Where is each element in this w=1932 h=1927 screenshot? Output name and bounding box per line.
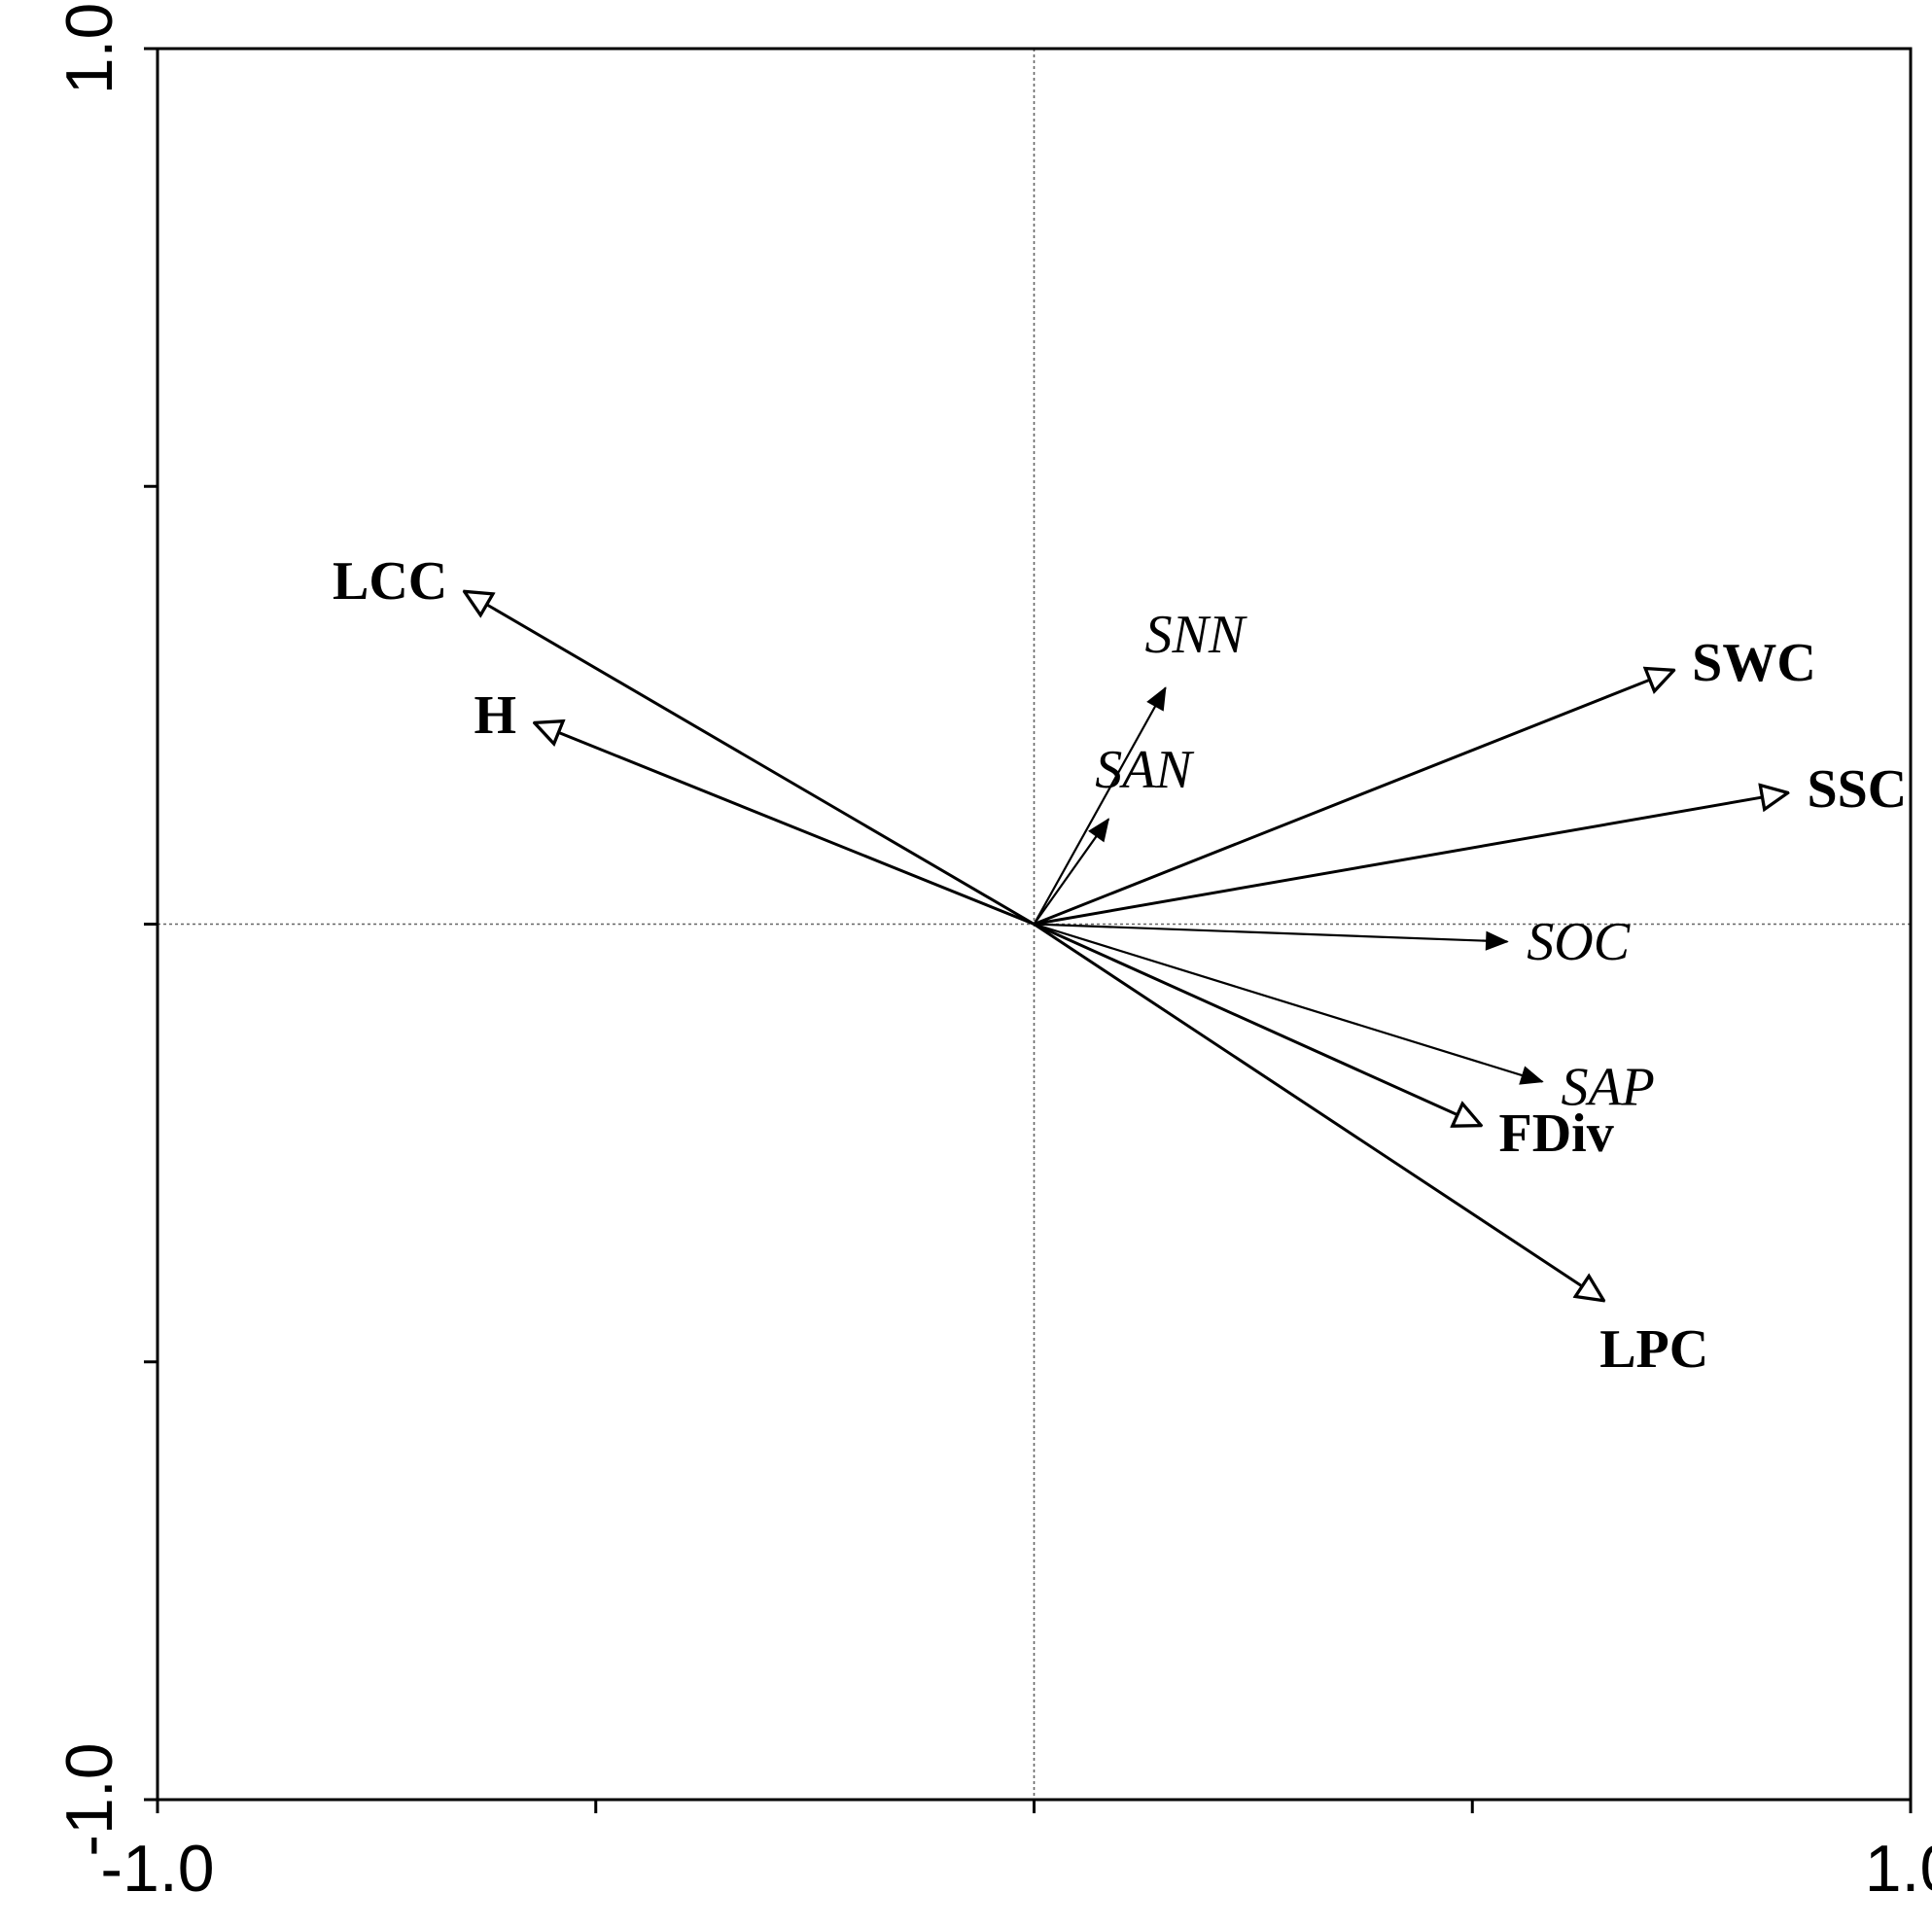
vector-lcc bbox=[465, 591, 1036, 926]
vector-lpc bbox=[1033, 923, 1604, 1301]
vector-label-soc: SOC bbox=[1527, 912, 1630, 972]
vector-ssc bbox=[1034, 792, 1788, 926]
y-tick-label: -1.0 bbox=[53, 1742, 126, 1856]
vector-snn bbox=[1033, 687, 1167, 926]
vector-fdiv bbox=[1033, 923, 1482, 1126]
vector-label-swc: SWC bbox=[1692, 633, 1816, 693]
vector-label-snn: SNN bbox=[1145, 605, 1247, 665]
vector-soc bbox=[1034, 923, 1508, 942]
vector-swc bbox=[1033, 670, 1674, 926]
vector-label-san: SAN bbox=[1095, 740, 1194, 800]
vector-label-lcc: LCC bbox=[333, 551, 447, 612]
vector-san bbox=[1033, 819, 1110, 926]
vector-label-lpc: LPC bbox=[1599, 1319, 1708, 1380]
vector-label-h: H bbox=[474, 685, 517, 746]
x-tick-label: -1.0 bbox=[100, 1832, 214, 1906]
vector-h bbox=[535, 722, 1036, 926]
y-tick-label: 1.0 bbox=[53, 3, 126, 95]
vector-label-fdiv: FDiv bbox=[1499, 1104, 1614, 1164]
vector-label-sap: SAP bbox=[1561, 1058, 1654, 1118]
vector-sap bbox=[1034, 923, 1543, 1082]
vector-label-ssc: SSC bbox=[1807, 759, 1907, 820]
x-tick-label: 1.0 bbox=[1865, 1832, 1932, 1906]
